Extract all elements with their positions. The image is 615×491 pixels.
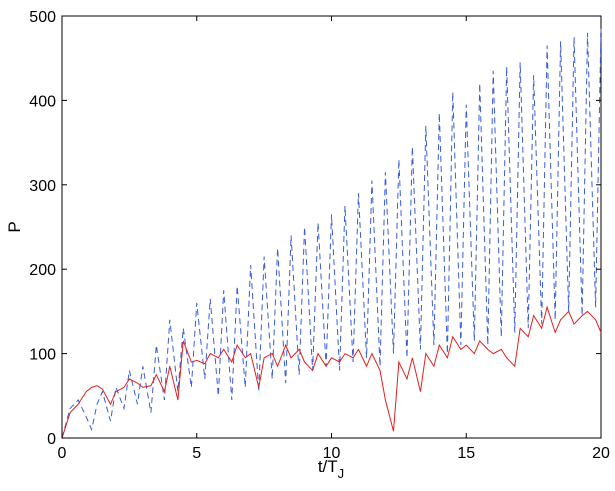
x-tick-label: 15 bbox=[457, 445, 475, 462]
series-layer bbox=[61, 28, 602, 439]
x-tick-label: 10 bbox=[323, 445, 341, 462]
x-axis-label: t/TJ bbox=[318, 457, 344, 481]
x-axis-label-main: t/T bbox=[318, 457, 338, 476]
x-axis-label-subscript: J bbox=[338, 466, 345, 481]
x-tick-label: 20 bbox=[592, 445, 610, 462]
series-line-2 bbox=[61, 305, 602, 439]
y-tick-label: 400 bbox=[29, 93, 56, 110]
y-tick-label: 200 bbox=[29, 262, 56, 279]
y-tick-label: 500 bbox=[29, 9, 56, 26]
y-tick-label: 100 bbox=[29, 347, 56, 364]
y-tick-label: 300 bbox=[29, 178, 56, 195]
x-tick-label: 5 bbox=[192, 445, 201, 462]
y-tick-label: 0 bbox=[47, 431, 56, 448]
y-axis-label: P bbox=[5, 221, 24, 232]
x-tick-label: 0 bbox=[58, 445, 67, 462]
series-line-1 bbox=[61, 28, 602, 439]
